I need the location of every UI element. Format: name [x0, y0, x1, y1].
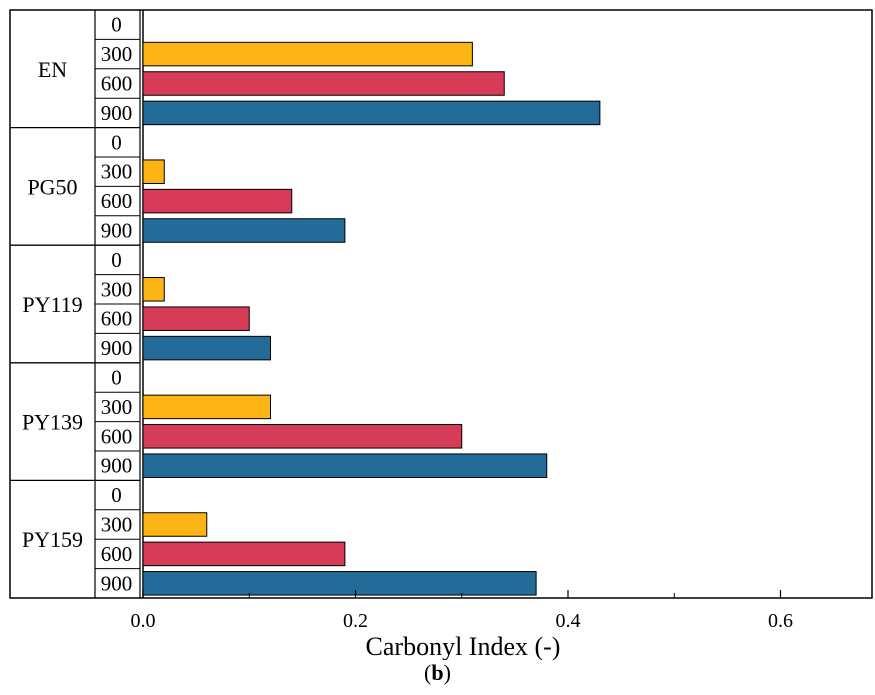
category-label-py139-0: 0: [111, 366, 122, 390]
group-label-pg50: PG50: [27, 174, 77, 199]
group-label-py159: PY159: [22, 527, 83, 552]
category-label-pg50-0: 0: [111, 130, 122, 154]
category-label-en-900: 900: [101, 101, 133, 125]
x-tick-label-0-4: 0.4: [556, 610, 581, 632]
category-label-en-0: 0: [111, 13, 122, 37]
bar-en-300: [142, 41, 473, 67]
category-label-en-300: 300: [101, 42, 133, 66]
plot-frame: [9, 9, 873, 599]
category-label-pg50-300: 300: [101, 160, 133, 184]
bar-pg50-900: [142, 218, 346, 243]
group-label-py119: PY119: [22, 292, 82, 317]
category-label-py139-300: 300: [101, 395, 133, 419]
category-label-py139-600: 600: [101, 424, 133, 448]
bar-py119-600: [142, 306, 250, 331]
bar-py139-900: [142, 453, 548, 478]
category-label-py139-900: 900: [101, 454, 133, 478]
x-tick-label-0-0: 0.0: [131, 610, 156, 632]
category-label-py119-0: 0: [111, 248, 122, 272]
category-label-py119-600: 600: [101, 307, 133, 331]
plot-area: EN 0 300 600 900 PG50 0 300 600 900 PY119 0 300 600 90…: [9, 9, 873, 632]
category-label-pg50-600: 600: [101, 189, 133, 213]
category-label-py119-900: 900: [101, 336, 133, 360]
caption-open: (: [424, 660, 432, 685]
x-tick-label-0-6: 0.6: [768, 610, 793, 632]
category-label-py119-300: 300: [101, 277, 133, 301]
bar-py139-300: [142, 394, 271, 420]
carbonyl-index-chart: EN 0 300 600 900 PG50 0 300 600 900 PY119 0 300 600 90…: [9, 9, 873, 660]
category-label-pg50-900: 900: [101, 219, 133, 243]
category-label-py159-0: 0: [111, 483, 122, 507]
bar-py139-600: [142, 424, 463, 449]
panel-caption: (b): [0, 660, 875, 686]
category-label-py159-300: 300: [101, 513, 133, 537]
group-label-en: EN: [38, 57, 67, 82]
caption-letter: b: [431, 660, 444, 685]
bar-py119-300: [142, 277, 165, 302]
x-tick-label-0-2: 0.2: [343, 610, 368, 632]
bar-py159-900: [142, 571, 537, 596]
caption-close: ): [443, 660, 451, 685]
bar-py159-600: [142, 541, 346, 567]
bar-py119-900: [142, 335, 271, 361]
group-label-py139: PY139: [22, 410, 83, 435]
category-label-py159-900: 900: [101, 571, 133, 595]
bar-en-900: [142, 100, 601, 126]
bar-py159-300: [142, 512, 208, 537]
category-label-en-600: 600: [101, 72, 133, 96]
bar-pg50-600: [142, 188, 293, 214]
bar-pg50-300: [142, 159, 165, 184]
category-label-py159-600: 600: [101, 542, 133, 566]
bar-en-600: [142, 71, 505, 96]
x-axis-title: Carbonyl Index (-): [366, 632, 561, 660]
